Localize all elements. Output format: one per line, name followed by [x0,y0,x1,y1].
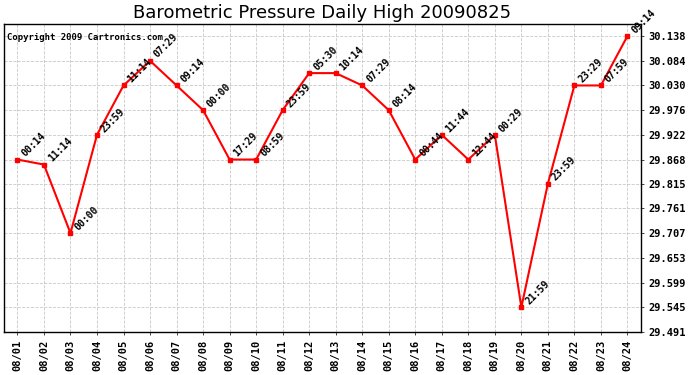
Text: 07:29: 07:29 [364,57,392,84]
Text: 00:00: 00:00 [205,81,233,109]
Text: 07:29: 07:29 [152,32,180,60]
Text: 00:14: 00:14 [19,131,48,159]
Text: 12:44: 12:44 [471,131,498,159]
Text: 21:59: 21:59 [524,279,551,306]
Title: Barometric Pressure Daily High 20090825: Barometric Pressure Daily High 20090825 [133,4,511,22]
Text: 23:59: 23:59 [550,155,578,183]
Text: 11:14: 11:14 [126,57,153,84]
Text: 09:14: 09:14 [179,57,206,84]
Text: 07:59: 07:59 [603,57,631,84]
Text: 00:44: 00:44 [417,131,445,159]
Text: 00:29: 00:29 [497,106,525,134]
Text: 08:59: 08:59 [258,131,286,159]
Text: 23:59: 23:59 [99,106,127,134]
Text: 05:30: 05:30 [311,44,339,72]
Text: 23:59: 23:59 [285,81,313,109]
Text: 00:00: 00:00 [72,204,101,232]
Text: 11:44: 11:44 [444,106,472,134]
Text: 11:14: 11:14 [46,136,74,164]
Text: 08:14: 08:14 [391,81,419,109]
Text: 23:29: 23:29 [577,57,604,84]
Text: Copyright 2009 Cartronics.com: Copyright 2009 Cartronics.com [8,33,164,42]
Text: 10:14: 10:14 [338,44,366,72]
Text: 17:29: 17:29 [232,131,259,159]
Text: 09:14: 09:14 [629,7,658,35]
